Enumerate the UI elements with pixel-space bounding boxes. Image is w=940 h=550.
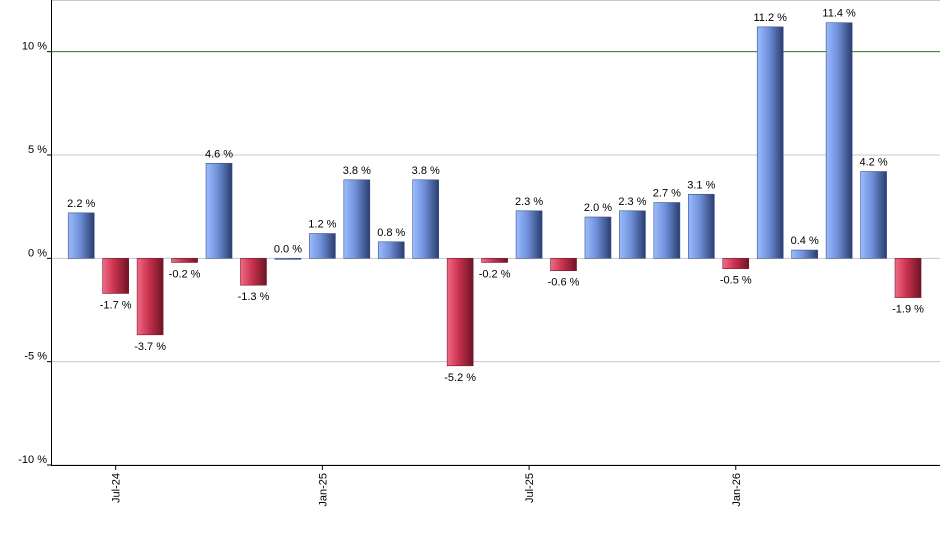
bar bbox=[240, 258, 267, 286]
bar bbox=[791, 249, 818, 259]
bar bbox=[515, 210, 543, 259]
data-label: 3.8 % bbox=[412, 165, 440, 177]
y-tick-label: 0 % bbox=[28, 247, 47, 259]
data-label: -0.2 % bbox=[169, 268, 201, 280]
data-label: 2.3 % bbox=[515, 196, 543, 208]
data-label: 2.7 % bbox=[653, 188, 681, 200]
bar bbox=[481, 258, 508, 263]
bar bbox=[722, 258, 750, 269]
bar bbox=[274, 258, 302, 260]
bar bbox=[171, 258, 198, 263]
bar bbox=[894, 258, 922, 298]
y-tick-label: -5 % bbox=[24, 351, 47, 363]
data-label: 2.0 % bbox=[584, 202, 612, 214]
bar bbox=[67, 212, 95, 259]
bar bbox=[653, 202, 681, 259]
gridlines bbox=[51, 0, 940, 466]
bar bbox=[102, 258, 129, 294]
data-label: 3.1 % bbox=[687, 179, 715, 191]
data-label: -5.2 % bbox=[444, 372, 476, 384]
data-label: 4.2 % bbox=[860, 157, 888, 169]
data-label: 0.0 % bbox=[274, 243, 302, 255]
bar bbox=[377, 241, 405, 259]
x-tick-label: Jan-25 bbox=[317, 473, 329, 507]
bar bbox=[446, 258, 474, 367]
x-tick-label: Jul-24 bbox=[111, 473, 123, 503]
bars bbox=[67, 22, 922, 367]
y-tick-label: 10 % bbox=[22, 41, 47, 53]
bar bbox=[136, 258, 164, 336]
x-tick-label: Jul-25 bbox=[524, 473, 536, 503]
bar bbox=[550, 258, 577, 272]
data-label: 11.2 % bbox=[754, 12, 788, 24]
data-label: -1.9 % bbox=[892, 304, 924, 316]
data-label: 1.2 % bbox=[308, 219, 336, 231]
bar bbox=[309, 233, 336, 259]
data-label: 4.6 % bbox=[205, 148, 233, 160]
bar bbox=[584, 216, 612, 259]
data-label: 11.4 % bbox=[822, 8, 856, 20]
axes: -10 % -5 % 0 % 5 % 10 % Jul-24 Jan-25 Jul-25 Jan… bbox=[18, 0, 940, 507]
bar bbox=[205, 162, 233, 259]
data-label: -0.5 % bbox=[720, 275, 752, 287]
data-label: -0.2 % bbox=[479, 268, 511, 280]
data-label: -3.7 % bbox=[134, 341, 166, 353]
data-label: -1.7 % bbox=[100, 299, 132, 311]
data-label: 2.2 % bbox=[67, 198, 95, 210]
y-tick-label: 5 % bbox=[28, 144, 47, 156]
bar bbox=[412, 179, 440, 259]
data-label: 0.8 % bbox=[377, 227, 405, 239]
bar bbox=[343, 179, 371, 259]
data-label: 2.3 % bbox=[618, 196, 646, 208]
data-label: -0.6 % bbox=[548, 277, 580, 289]
data-labels: 2.2 % -1.7 % -3.7 % -0.2 % 4.6 % -1.3 % 0.0 % 1… bbox=[67, 8, 924, 384]
bar bbox=[756, 26, 784, 259]
bar bbox=[825, 22, 853, 259]
bar bbox=[619, 210, 646, 259]
data-label: -1.3 % bbox=[238, 291, 270, 303]
data-label: 3.8 % bbox=[343, 165, 371, 177]
bar bbox=[860, 171, 887, 259]
x-tick-label: Jan-26 bbox=[731, 473, 743, 507]
bar bbox=[688, 193, 715, 259]
y-tick-label: -10 % bbox=[18, 454, 47, 466]
data-label: 0.4 % bbox=[791, 235, 819, 247]
